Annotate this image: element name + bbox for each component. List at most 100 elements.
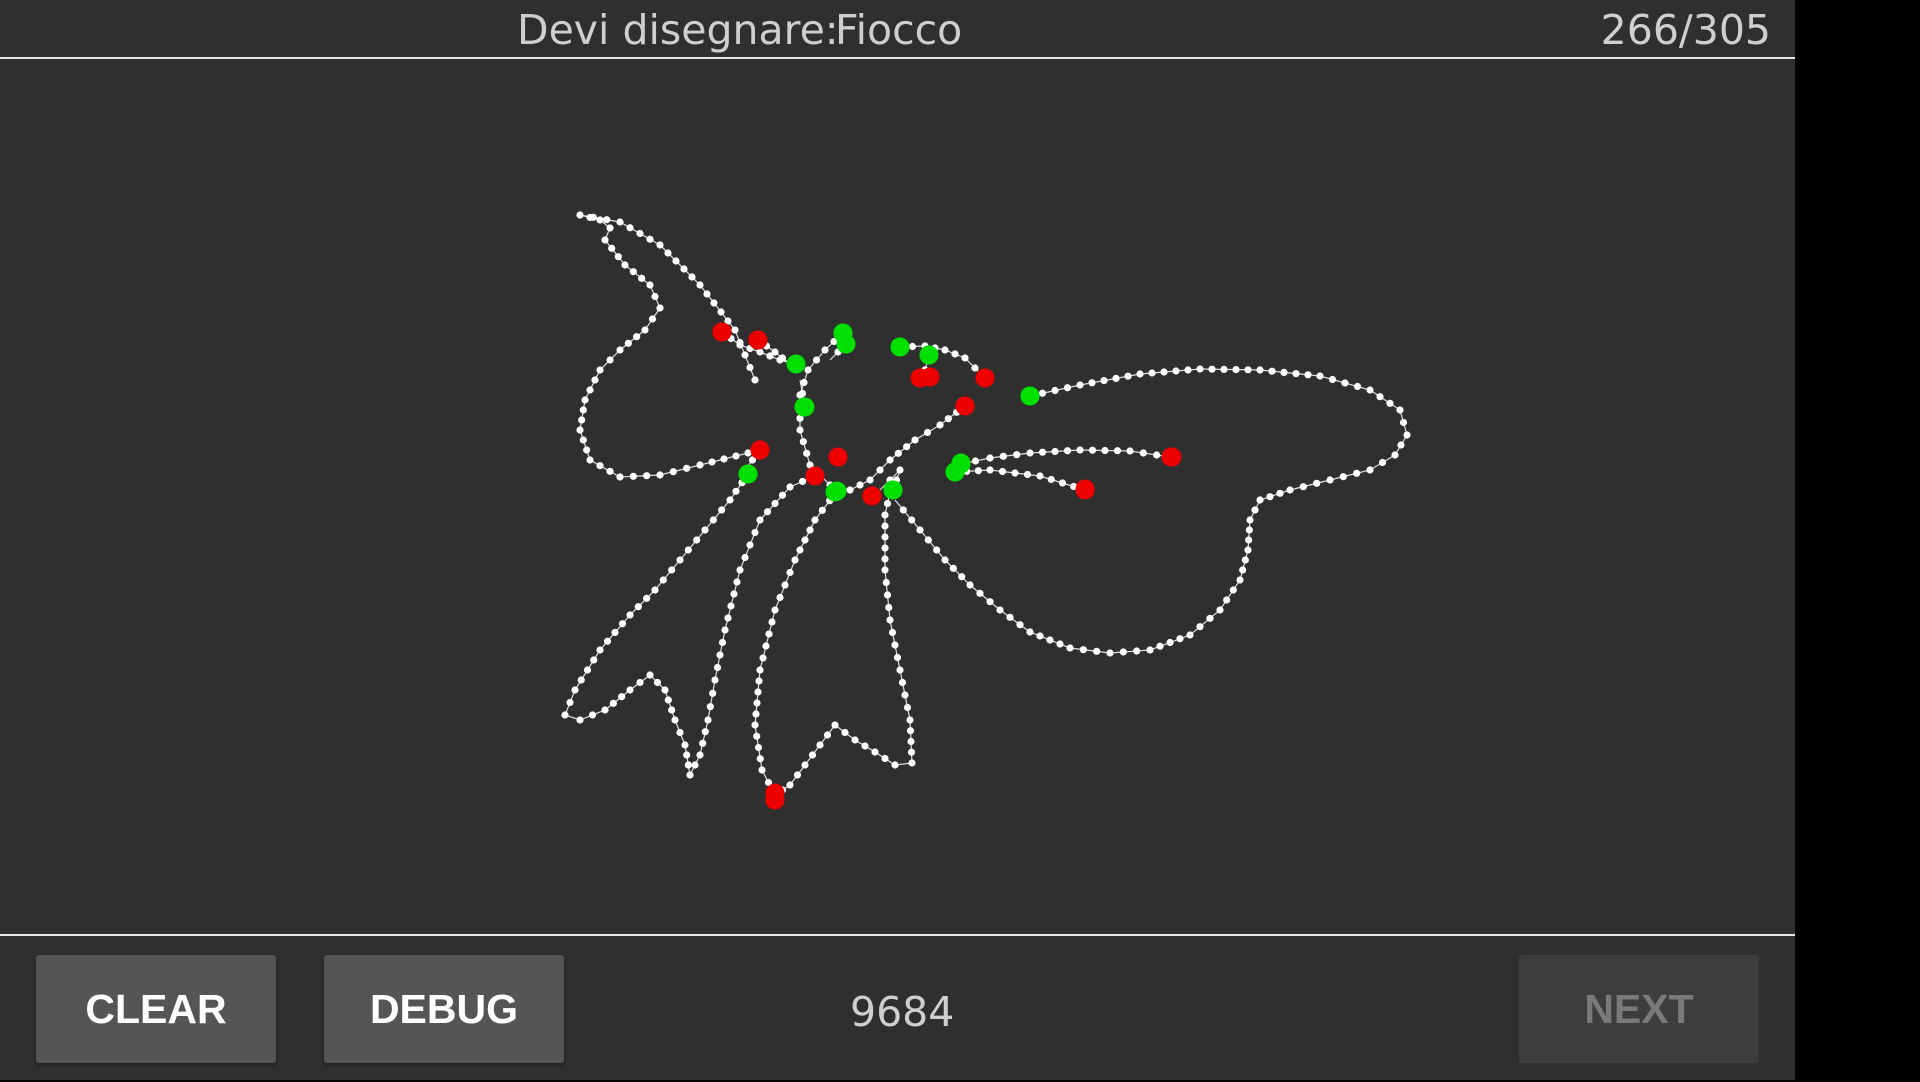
stroke-point <box>741 351 749 359</box>
stroke-point <box>713 663 722 672</box>
stroke-point <box>1051 386 1059 395</box>
stroke-point <box>646 281 654 289</box>
clear-button[interactable]: CLEAR <box>36 955 276 1063</box>
stroke-point <box>711 676 719 684</box>
stroke-point <box>1378 458 1387 467</box>
stroke-point <box>1220 365 1228 373</box>
stroke-point <box>616 346 624 354</box>
stroke-point <box>710 299 718 307</box>
stroke-point <box>1366 386 1374 394</box>
stroke-point <box>1299 483 1307 491</box>
stroke-point <box>583 446 591 454</box>
stroke-point <box>796 414 804 422</box>
stroke-point <box>1156 642 1164 650</box>
stroke-point <box>1186 631 1194 639</box>
stroke-end-marker <box>748 330 768 350</box>
stroke-point <box>881 555 889 563</box>
drawing-canvas[interactable] <box>0 59 1795 934</box>
stroke-end-marker <box>1075 479 1095 499</box>
stroke-point <box>891 761 899 769</box>
stroke-point <box>996 606 1004 614</box>
stroke-point <box>958 573 966 581</box>
stroke-point <box>1353 469 1361 477</box>
stroke-end-marker <box>862 486 882 506</box>
stroke-point <box>571 686 579 694</box>
stroke-point <box>1146 646 1154 654</box>
stroke-point <box>621 261 629 269</box>
stroke-point <box>851 736 859 744</box>
next-button[interactable]: NEXT <box>1519 955 1759 1063</box>
stroke-point <box>576 716 584 724</box>
stroke-point <box>776 593 784 602</box>
stroke-point <box>636 229 644 238</box>
stroke-point <box>629 472 637 480</box>
stroke-point <box>680 265 688 273</box>
stroke-point <box>1386 399 1394 407</box>
stroke-point <box>686 771 694 779</box>
stroke-point <box>1100 377 1108 385</box>
stroke-point <box>581 396 589 404</box>
stroke-point <box>1396 406 1404 414</box>
stroke-point <box>1403 431 1411 439</box>
stroke-point <box>756 516 764 524</box>
stroke-point <box>603 637 612 645</box>
stroke-point <box>1066 644 1074 652</box>
stroke-end-marker <box>805 466 825 486</box>
stroke-point <box>806 526 814 534</box>
stroke-point <box>672 257 680 265</box>
stroke-point <box>796 426 804 434</box>
stroke-point <box>1023 470 1032 479</box>
stroke-point <box>908 759 916 767</box>
stroke-point <box>668 566 676 574</box>
stroke-point <box>756 666 764 674</box>
stroke-point <box>1166 638 1174 647</box>
stroke-point <box>1016 621 1024 629</box>
stroke-point <box>1026 628 1034 636</box>
stroke-point <box>1106 649 1114 657</box>
stroke-point <box>986 454 994 462</box>
stroke-point <box>701 526 709 534</box>
stroke-point <box>856 481 864 489</box>
stroke-point <box>736 341 744 349</box>
stroke-point <box>754 743 763 752</box>
stroke-point <box>823 731 832 739</box>
stroke-point <box>708 458 716 466</box>
stroke-point <box>754 688 762 696</box>
stroke-point <box>701 728 709 736</box>
prompt-label: Devi disegnare: <box>517 6 839 54</box>
stroke-point <box>941 346 949 354</box>
stroke-point <box>804 366 812 374</box>
stroke-point <box>609 699 617 707</box>
stroke-point <box>1172 367 1180 375</box>
stroke-point <box>606 356 614 364</box>
stroke-point <box>709 689 717 697</box>
stroke-point <box>1216 606 1224 614</box>
stroke-point <box>576 426 584 434</box>
stroke-point <box>1148 369 1156 377</box>
stroke-point <box>799 438 807 446</box>
stroke-point <box>1353 382 1362 391</box>
stroke-point <box>882 578 890 587</box>
stroke-point <box>999 452 1007 460</box>
stroke-point <box>841 728 849 737</box>
stroke-point <box>1241 556 1249 564</box>
stroke-point <box>693 536 701 544</box>
stroke-point <box>881 522 889 530</box>
stroke-point <box>696 461 704 469</box>
stroke-point <box>577 676 585 684</box>
stroke-point <box>664 696 672 704</box>
stroke-point <box>949 564 957 572</box>
stroke-start-marker <box>890 337 910 357</box>
stroke-point <box>583 666 592 674</box>
stroke-point <box>591 376 599 384</box>
stroke-point <box>1063 447 1072 455</box>
stroke-point <box>763 508 772 516</box>
stroke-point <box>596 646 604 654</box>
stroke-point <box>664 249 672 257</box>
stroke-point <box>681 741 689 749</box>
stroke-point <box>669 468 677 476</box>
stroke-point <box>751 376 759 384</box>
debug-button[interactable]: DEBUG <box>324 955 564 1063</box>
stroke-point <box>1397 441 1405 449</box>
stroke-point <box>696 281 704 289</box>
